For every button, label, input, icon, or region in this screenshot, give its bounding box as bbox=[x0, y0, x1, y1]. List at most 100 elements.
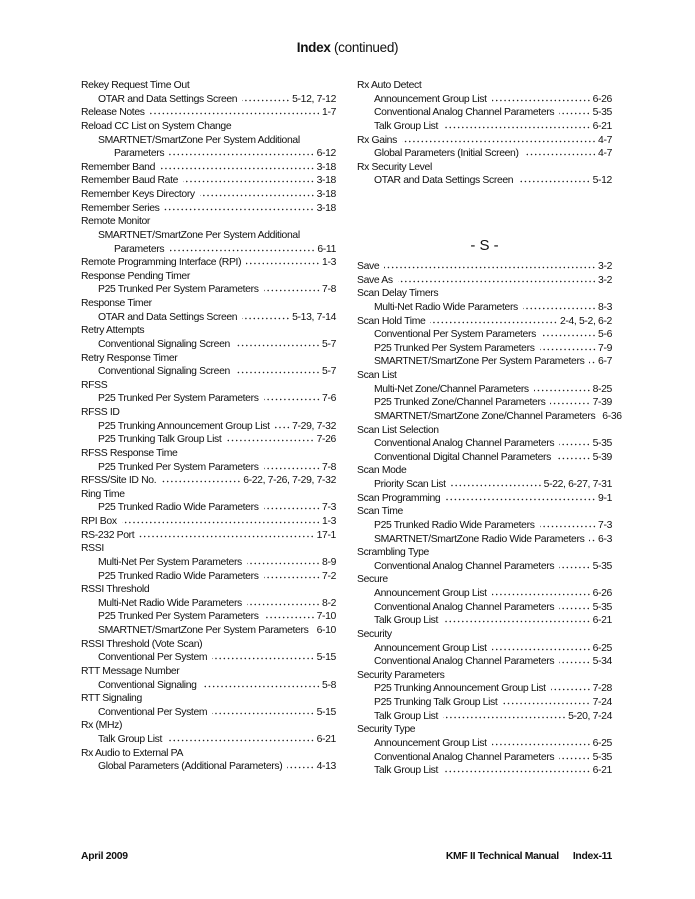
entry-text: Retry Attempts bbox=[81, 325, 145, 337]
entry-text: Release Notes bbox=[81, 107, 145, 119]
entry-text: Conventional Per System Parameters bbox=[374, 329, 536, 341]
entry-text: RSSI bbox=[81, 543, 104, 555]
page-reference: 7-8 bbox=[322, 284, 336, 296]
entry-text: OTAR and Data Settings Screen bbox=[98, 311, 238, 323]
dot-leader bbox=[263, 611, 315, 620]
entry-text: Rekey Request Time Out bbox=[81, 80, 190, 91]
index-subentry: Conventional Signaling 5-8 bbox=[81, 679, 336, 693]
index-entry: Scan Time bbox=[357, 505, 612, 519]
entry-text: P25 Trunked Radio Wide Parameters bbox=[374, 519, 535, 531]
entry-text: Announcement Group List bbox=[374, 588, 487, 599]
dot-leader bbox=[559, 656, 591, 665]
page-reference: 8-9 bbox=[322, 556, 336, 568]
page-reference: 1-3 bbox=[322, 257, 336, 269]
index-entry: Secure bbox=[357, 573, 612, 587]
entry-text: Remember Keys Directory bbox=[81, 189, 195, 200]
entry-text: Security bbox=[357, 628, 392, 640]
page-reference: 6-11 bbox=[317, 243, 336, 255]
dot-leader bbox=[169, 243, 316, 252]
dot-leader bbox=[518, 175, 591, 184]
page-reference: 6-12 bbox=[316, 148, 337, 160]
dot-leader bbox=[397, 274, 597, 283]
section-heading-s: - S - bbox=[470, 237, 499, 254]
page-reference: 5-8 bbox=[322, 679, 336, 691]
index-entry: Remember Baud Rate 3-18 bbox=[81, 174, 336, 188]
index-subentry: Global Parameters (Additional Parameters… bbox=[81, 760, 336, 774]
entry-text: Save As bbox=[357, 274, 393, 286]
entry-text: OTAR and Data Settings Screen bbox=[374, 175, 514, 187]
page-reference: 6-21 bbox=[592, 615, 613, 627]
index-entry: Scan List bbox=[357, 369, 612, 383]
entry-text: Global Parameters (Initial Screen) bbox=[374, 148, 519, 160]
index-subentry: SMARTNET/SmartZone Zone/Channel Paramete… bbox=[357, 410, 622, 424]
entry-text: Rx Security Level bbox=[357, 161, 432, 173]
index-subentry: Conventional Analog Channel Parameters 5-… bbox=[357, 437, 612, 451]
index-subentry: Conventional Analog Channel Parameters 5-… bbox=[357, 106, 612, 120]
index-subentry: P25 Trunking Talk Group List 7-26 bbox=[81, 433, 336, 447]
dot-leader bbox=[246, 257, 321, 266]
entry-text: P25 Trunking Announcement Group List bbox=[98, 420, 270, 432]
dot-leader bbox=[212, 652, 315, 661]
page-reference: 7-26 bbox=[316, 434, 337, 446]
entry-text: Rx Gains bbox=[357, 134, 397, 146]
entry-text: P25 Trunked Radio Wide Parameters bbox=[98, 502, 259, 514]
dot-leader bbox=[533, 383, 591, 392]
entry-text: P25 Trunked Zone/Channel Parameters bbox=[374, 397, 546, 409]
entry-text: P25 Trunked Per System Parameters bbox=[374, 342, 535, 354]
index-subentry: P25 Trunked Per System Parameters 7-8 bbox=[81, 283, 336, 297]
page-reference: 6-21 bbox=[592, 120, 613, 132]
index-subentry: Conventional Signaling Screen 5-7 bbox=[81, 338, 336, 352]
dot-leader bbox=[139, 529, 315, 538]
page-reference: 1-7 bbox=[322, 107, 336, 119]
index-subentry: Conventional Per System Parameters 5-6 bbox=[357, 328, 612, 342]
index-entry: RTT Message Number bbox=[81, 665, 336, 679]
index-entry: Security Type bbox=[357, 723, 612, 737]
entry-text: Conventional Analog Channel Parameters bbox=[374, 751, 555, 763]
entry-text: OTAR and Data Settings Screen bbox=[98, 93, 238, 105]
entry-text: Remember Baud Rate bbox=[81, 175, 179, 187]
entry-text: Conventional Analog Channel Parameters bbox=[374, 560, 555, 572]
dot-leader bbox=[161, 475, 242, 484]
dot-leader bbox=[550, 397, 591, 406]
index-entry: Scrambling Type bbox=[357, 546, 612, 560]
entry-text: Conventional Analog Channel Parameters bbox=[374, 656, 555, 668]
index-subentry: Announcement Group List 6-26 bbox=[357, 587, 612, 601]
index-subentry: SMARTNET/SmartZone Radio Wide Parameters… bbox=[357, 533, 612, 547]
entry-text: P25 Trunking Announcement Group List bbox=[374, 683, 546, 695]
entry-text: Response Pending Timer bbox=[81, 270, 190, 282]
index-subentry: SMARTNET/SmartZone Per System Parameters… bbox=[81, 624, 336, 638]
index-entry: RSSI bbox=[81, 542, 336, 556]
dot-leader bbox=[559, 751, 591, 760]
page-reference: 1-3 bbox=[322, 516, 336, 527]
footer-date: April 2009 bbox=[81, 851, 128, 862]
index-subentry: Parameters 6-12 bbox=[81, 147, 336, 161]
index-entry: Retry Attempts bbox=[81, 324, 336, 338]
index-subentry: SMARTNET/SmartZone Per System Additional bbox=[81, 134, 336, 148]
footer-manual-title: KMF II Technical Manual bbox=[445, 851, 559, 862]
index-subentry: Conventional Per System 5-15 bbox=[81, 706, 336, 720]
dot-leader bbox=[287, 761, 315, 770]
dot-leader bbox=[491, 642, 591, 651]
dot-leader bbox=[263, 570, 321, 579]
index-subentry: Talk Group List 5-20, 7-24 bbox=[357, 710, 612, 724]
page-reference: 5-39 bbox=[592, 451, 613, 463]
entry-text: Parameters bbox=[114, 148, 165, 160]
entry-text: Scan Delay Timers bbox=[357, 288, 439, 300]
dot-leader bbox=[550, 683, 591, 692]
index-subentry: Conventional Per System 5-15 bbox=[81, 651, 336, 665]
entry-text: Conventional Per System bbox=[98, 706, 208, 718]
dot-leader bbox=[540, 329, 597, 338]
dot-leader bbox=[559, 601, 591, 610]
header-title: Index bbox=[296, 40, 331, 55]
dot-leader bbox=[246, 597, 321, 606]
entry-text: Ring Time bbox=[81, 488, 125, 500]
index-entry: Scan Delay Timers bbox=[357, 287, 612, 301]
dot-leader bbox=[183, 175, 315, 184]
entry-text: P25 Trunked Per System Parameters bbox=[98, 284, 259, 296]
index-entry: Retry Response Timer bbox=[81, 352, 336, 366]
dot-leader bbox=[201, 679, 321, 688]
index-subentry: Parameters 6-11 bbox=[81, 243, 336, 257]
entry-text: Conventional Signaling Screen bbox=[98, 366, 230, 378]
dot-leader bbox=[539, 342, 597, 351]
index-subentry: Multi-Net Per System Parameters 8-9 bbox=[81, 556, 336, 570]
